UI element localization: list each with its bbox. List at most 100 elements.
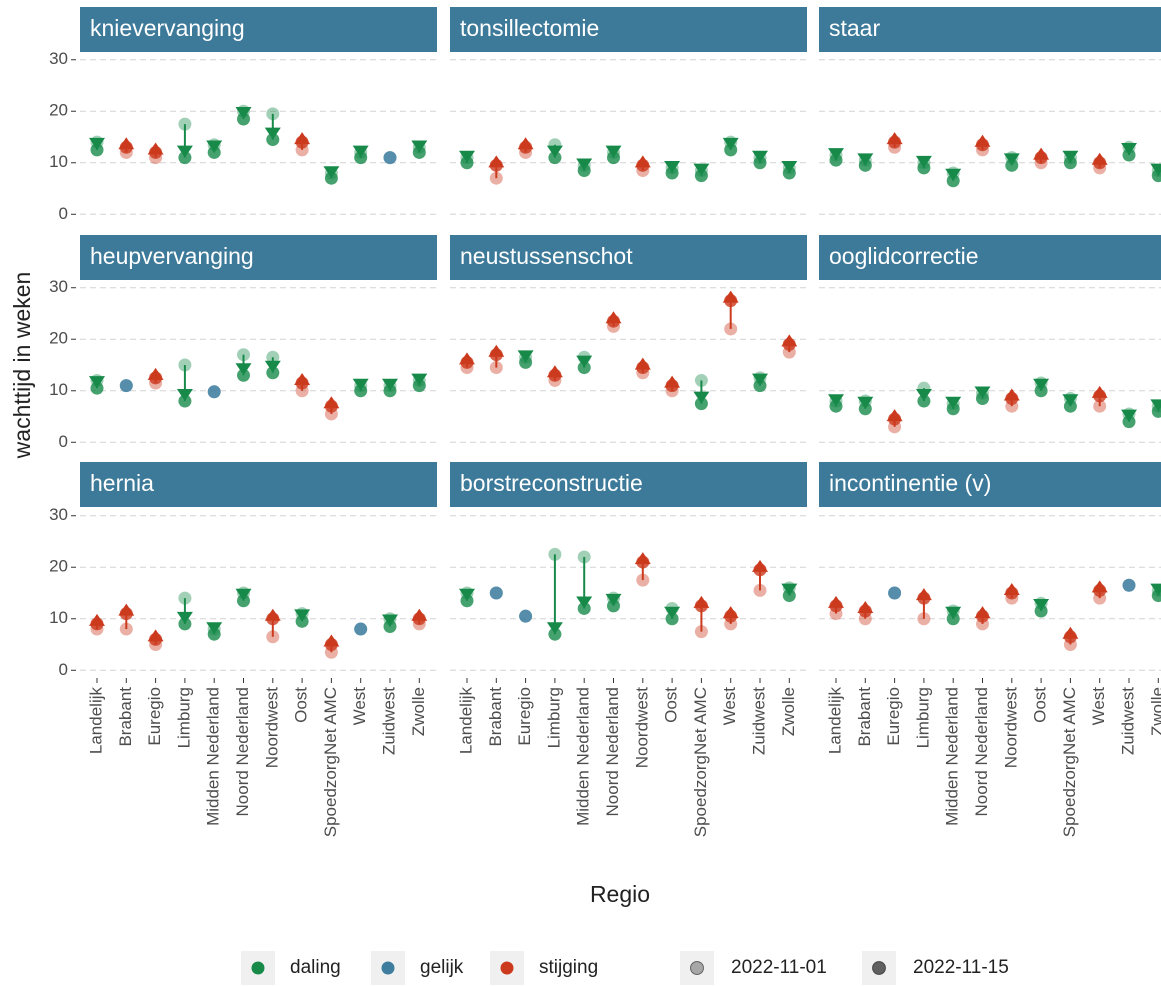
arrow-head: [1091, 580, 1108, 593]
strip-title: borstreconstructie: [460, 470, 643, 496]
arrow-head: [1062, 626, 1079, 639]
x-tick-label: Euregio: [515, 687, 534, 746]
arrow-head: [1033, 378, 1050, 391]
point-after: [383, 151, 397, 165]
arrow-head: [828, 595, 844, 608]
arrow-head: [323, 166, 340, 179]
arrow-head: [235, 106, 252, 119]
arrow-head: [634, 155, 651, 168]
arrow-head: [722, 137, 739, 150]
arrow-head: [235, 588, 252, 601]
arrow-head: [945, 168, 962, 181]
arrow-head: [915, 155, 932, 168]
arrow-head: [382, 614, 398, 627]
arrow-head: [264, 127, 281, 140]
arrow-head: [323, 396, 340, 409]
arrow-head: [1062, 150, 1079, 163]
arrow-head: [915, 588, 932, 601]
x-tick-label: SpoedzorgNet AMC: [321, 687, 340, 837]
x-tick-label: Euregio: [145, 687, 164, 746]
arrow-head: [576, 596, 593, 609]
strip: [80, 7, 437, 52]
arrow-head: [459, 588, 475, 601]
arrow-head: [459, 352, 475, 365]
arrow-head: [945, 396, 962, 409]
arrow-head: [752, 373, 768, 386]
strip-title: neustussenschot: [460, 243, 633, 269]
arrow-head: [517, 350, 534, 363]
arrow-head: [546, 365, 563, 378]
x-tick-label: Landelijk: [456, 687, 475, 755]
arrow-head: [118, 603, 135, 616]
arrow-head: [546, 145, 563, 158]
strip: [450, 7, 807, 52]
y-tick-label: 0: [59, 204, 68, 223]
strip-title: heupvervanging: [90, 243, 254, 269]
arrow-head: [664, 606, 681, 619]
arrow-head: [886, 132, 903, 145]
arrow-head: [488, 155, 505, 168]
x-tick-label: Midden Nederland: [204, 687, 223, 826]
arrow-head: [147, 142, 164, 155]
strip-title: staar: [829, 15, 880, 41]
arrow-head: [1003, 153, 1020, 166]
arrow-head: [323, 634, 340, 647]
arrow-head: [828, 394, 844, 407]
arrow-head: [488, 344, 505, 357]
arrow-head: [1033, 599, 1050, 612]
x-tick-label: Zwolle: [409, 687, 428, 736]
y-tick-label: 30: [49, 505, 68, 524]
legend-dot: [500, 961, 514, 975]
x-axis-title: Regio: [590, 881, 650, 907]
x-tick-label: Oost: [662, 687, 681, 723]
arrow-head: [886, 409, 903, 422]
arrow-head: [781, 334, 798, 347]
arrow-head: [411, 140, 428, 153]
legend-dot: [690, 961, 704, 975]
legend-label: gelijk: [420, 957, 464, 978]
arrow-head: [857, 153, 874, 166]
x-tick-label: Landelijk: [86, 687, 105, 755]
x-tick-label: Brabant: [486, 687, 505, 747]
x-tick-label: Zwolle: [1148, 687, 1161, 736]
arrow-head: [781, 583, 798, 596]
arrow-head: [352, 145, 369, 158]
x-tick-label: Euregio: [884, 687, 903, 746]
x-tick-label: Noordwest: [632, 687, 651, 769]
strip: [80, 235, 437, 280]
legend-label: 2022-11-15: [913, 957, 1009, 978]
strip: [80, 462, 437, 507]
strip: [819, 7, 1161, 52]
x-tick-label: Oost: [292, 687, 311, 723]
arrow-head: [517, 137, 534, 150]
arrow-head: [176, 389, 193, 402]
arrow-head: [1062, 394, 1079, 407]
strip-title: ooglidcorrectie: [829, 243, 979, 269]
point-after: [354, 622, 368, 636]
arrow-head: [235, 363, 252, 376]
y-tick-label: 10: [49, 608, 68, 627]
x-tick-label: Zuidwest: [1118, 687, 1137, 755]
arrow-head: [634, 357, 651, 370]
x-tick-label: Noord Nederland: [972, 687, 991, 816]
strip: [819, 235, 1161, 280]
arrow-head: [576, 355, 593, 368]
arrow-head: [1091, 385, 1108, 398]
arrow-head: [1033, 147, 1050, 160]
x-tick-label: West: [350, 687, 369, 726]
arrow-head: [974, 134, 991, 147]
arrow-head: [294, 609, 311, 622]
arrow-head: [605, 145, 622, 158]
arrow-head: [411, 373, 428, 386]
arrow-head: [264, 608, 281, 621]
point-after: [207, 385, 221, 399]
arrow-head: [89, 376, 105, 389]
y-tick-label: 10: [49, 380, 68, 399]
arrow-head: [1150, 583, 1161, 596]
arrow-head: [89, 613, 105, 626]
strip: [450, 462, 807, 507]
arrow-head: [664, 161, 681, 174]
x-tick-label: Zuidwest: [749, 687, 768, 755]
x-tick-label: Noord Nederland: [233, 687, 252, 816]
